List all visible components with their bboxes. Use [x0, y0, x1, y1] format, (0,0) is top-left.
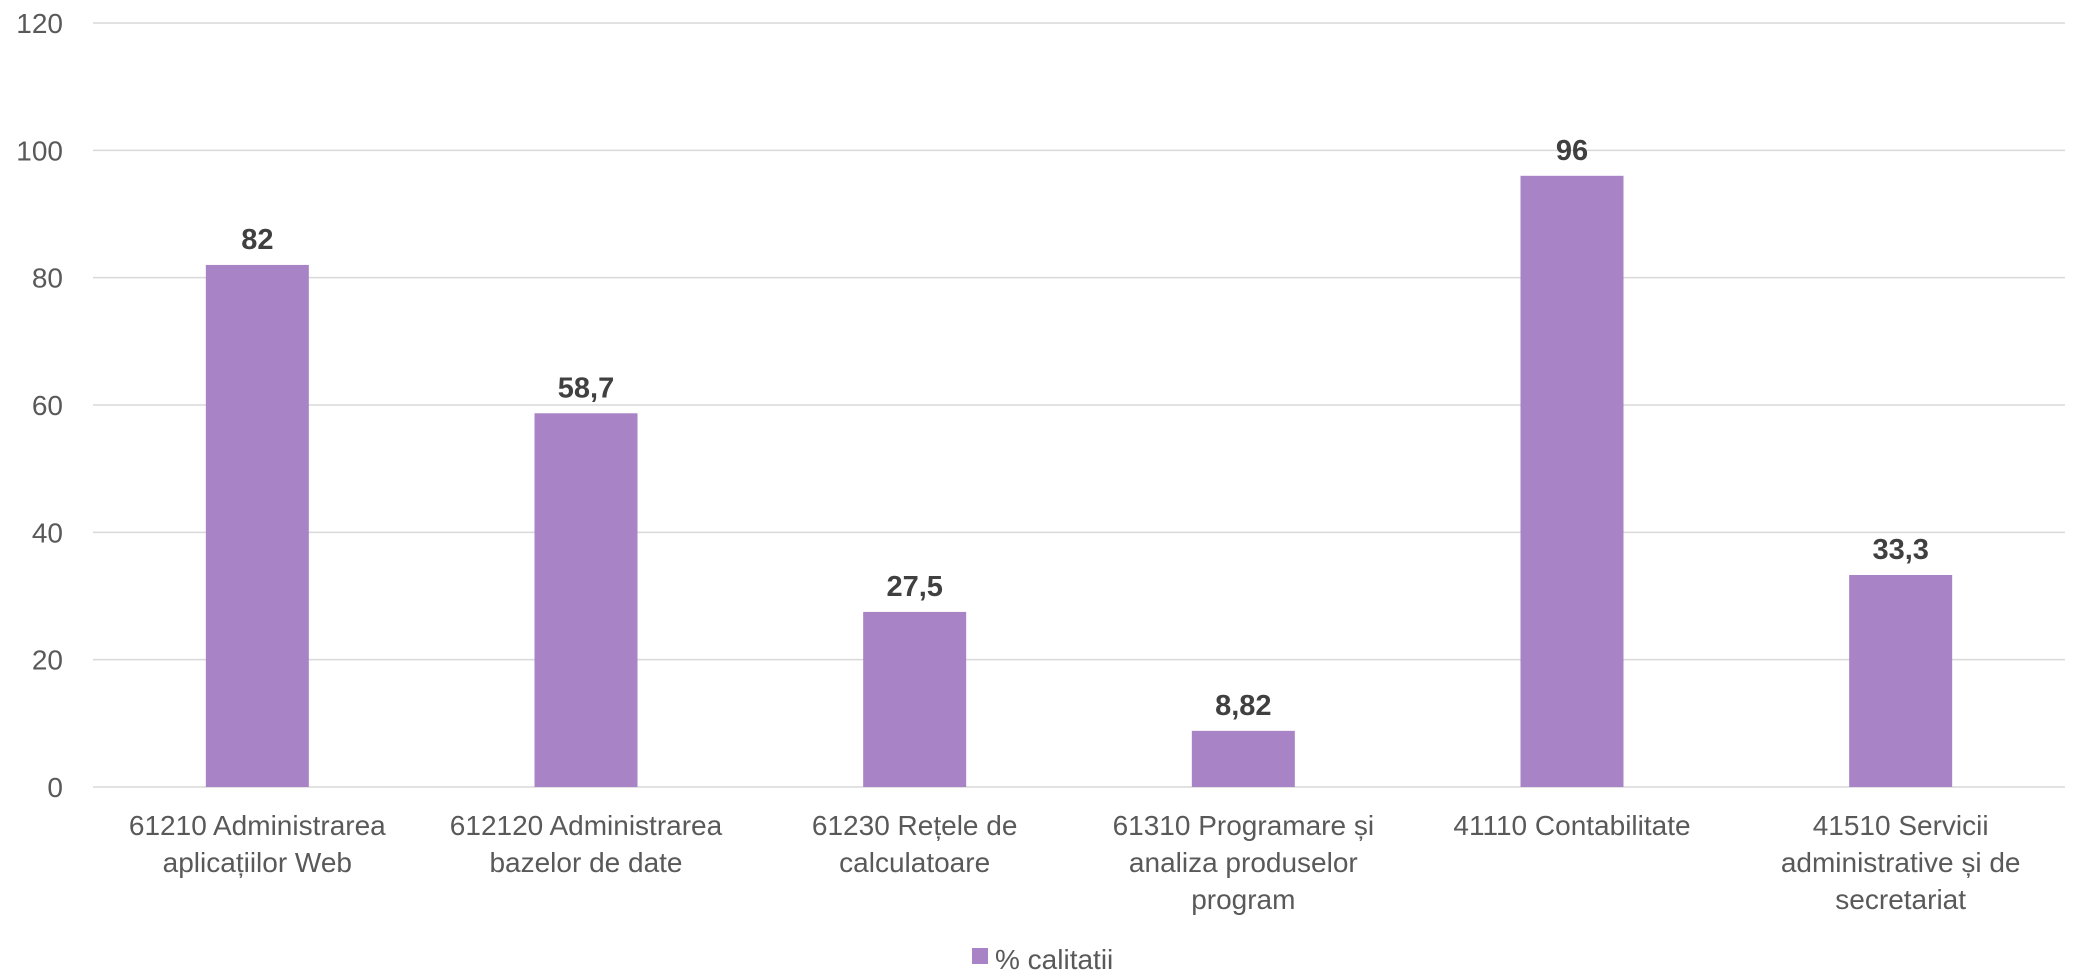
- y-tick-label: 0: [47, 772, 63, 803]
- x-tick-label: 61210 Administrarea aplicațiilor Web: [129, 810, 386, 878]
- y-tick-label: 120: [16, 8, 63, 39]
- y-tick-label: 100: [16, 135, 63, 166]
- bar: [1520, 175, 1624, 788]
- data-label: 96: [1556, 135, 1588, 167]
- bar: [205, 264, 309, 787]
- bar: [1849, 574, 1953, 787]
- x-axis-labels: 61210 Administrarea aplicațiilor Web 61212…: [129, 810, 2021, 915]
- y-tick-label: 40: [32, 517, 63, 548]
- legend-label: % calitatii: [995, 944, 1113, 975]
- x-tick-label: 41510 Servicii administrative și de secret…: [1781, 810, 2021, 915]
- legend: % calitatii: [972, 944, 1113, 975]
- legend-swatch: [972, 948, 988, 964]
- y-tick-label: 20: [32, 645, 63, 676]
- bar: [534, 413, 638, 787]
- bars: [205, 175, 1953, 788]
- gridlines: [93, 22, 2065, 788]
- x-tick-label: 61230 Rețele de calculatoare: [812, 810, 1018, 878]
- x-tick-label: 612120 Administrarea bazelor de date: [450, 810, 723, 878]
- y-axis-ticks: 0 20 40 60 80 100 120: [16, 8, 63, 803]
- data-labels: 82 58,7 27,5 8,82 96 33,3: [241, 135, 1929, 722]
- bar: [1191, 730, 1295, 787]
- x-tick-label: 61310 Programare și analiza produselor pro…: [1113, 810, 1374, 915]
- bar: [863, 611, 967, 787]
- data-label: 82: [241, 224, 273, 256]
- y-tick-label: 60: [32, 390, 63, 421]
- y-tick-label: 80: [32, 263, 63, 294]
- data-label: 33,3: [1872, 534, 1928, 566]
- data-label: 58,7: [558, 372, 614, 404]
- x-tick-label: 41110 Contabilitate: [1453, 810, 1690, 841]
- data-label: 27,5: [886, 571, 942, 603]
- data-label: 8,82: [1215, 690, 1271, 722]
